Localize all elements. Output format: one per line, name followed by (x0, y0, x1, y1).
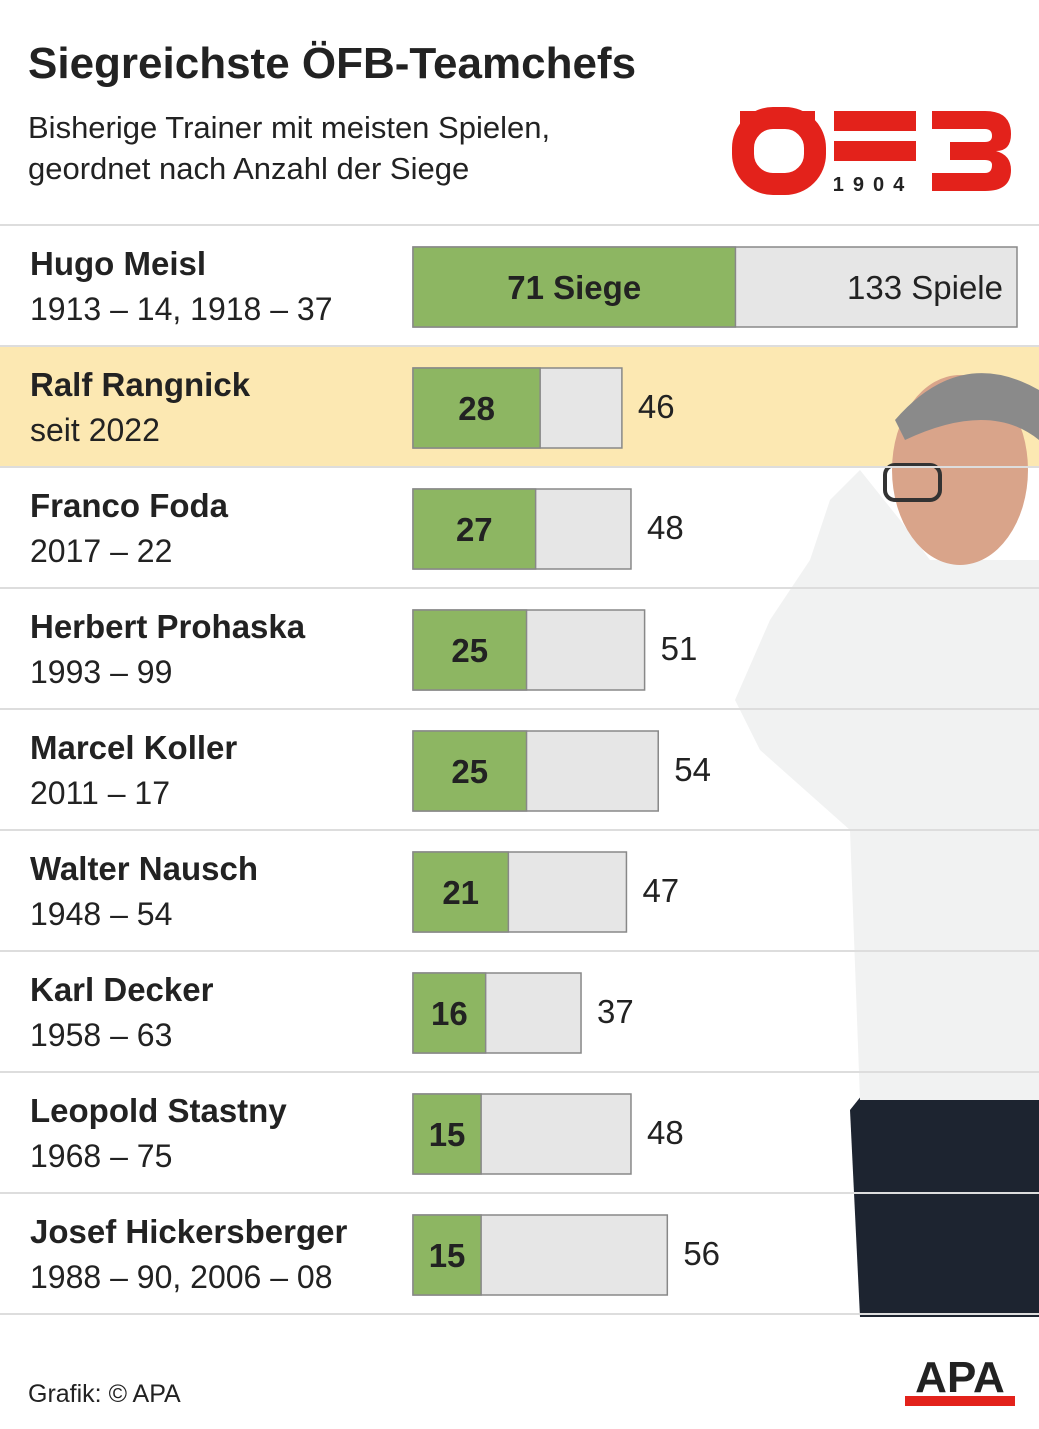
games-label: 47 (642, 872, 679, 909)
wins-label: 25 (451, 632, 488, 669)
oefb-logo: 1904 (732, 107, 1011, 196)
wins-label: 15 (429, 1237, 466, 1274)
chart-subtitle: geordnet nach Anzahl der Siege (28, 151, 469, 186)
photo-glasses (883, 463, 942, 502)
brand-bar (905, 1396, 1015, 1406)
wins-label: 28 (458, 390, 495, 427)
wins-bar (412, 972, 487, 1054)
wins-label: 71 Siege (507, 269, 641, 306)
photo-hair (895, 373, 1039, 440)
wins-bar (412, 246, 737, 328)
games-label: 48 (647, 1114, 684, 1151)
photo (735, 373, 1039, 1317)
category-sublabel: seit 2022 (30, 412, 160, 448)
logo-bar (834, 141, 916, 161)
category-label: Josef Hickersberger (30, 1213, 347, 1250)
games-label: 56 (683, 1235, 720, 1272)
wins-label: 27 (456, 511, 493, 548)
category-label: Hugo Meisl (30, 245, 206, 282)
category-label: Karl Decker (30, 971, 214, 1008)
wins-bar (412, 488, 537, 570)
brand-logo: APA (915, 1353, 1005, 1402)
category-label: Leopold Stastny (30, 1092, 287, 1129)
logo-dot (740, 111, 760, 125)
category-sublabel: 1993 – 99 (30, 654, 172, 690)
wins-bar (412, 851, 510, 933)
footer: Grafik: © APA (28, 1380, 181, 1408)
category-sublabel: 1958 – 63 (30, 1017, 172, 1053)
games-label: 54 (674, 751, 711, 788)
logo-o (732, 107, 826, 195)
wins-label: 16 (431, 995, 468, 1032)
games-label: 37 (597, 993, 634, 1030)
wins-bar (412, 1214, 482, 1296)
wins-label: 15 (429, 1116, 466, 1153)
logo-dot (795, 111, 815, 125)
logo-b (932, 111, 1011, 191)
category-label: Ralf Rangnick (30, 366, 251, 403)
chart-subtitle: Bisherige Trainer mit meisten Spielen, (28, 110, 550, 145)
category-sublabel: 2017 – 22 (30, 533, 172, 569)
category-sublabel: 1968 – 75 (30, 1138, 172, 1174)
games-label: 51 (661, 630, 698, 667)
category-label: Herbert Prohaska (30, 608, 306, 645)
category-sublabel: 1913 – 14, 1918 – 37 (30, 291, 333, 327)
category-sublabel: 1948 – 54 (30, 896, 172, 932)
category-sublabel: 1988 – 90, 2006 – 08 (30, 1259, 333, 1295)
wins-bar (412, 367, 541, 449)
content: Siegreichste ÖFB-Teamchefs Bisherige Tra… (0, 39, 1039, 1408)
wins-bar (412, 609, 528, 691)
category-label: Marcel Koller (30, 729, 237, 766)
wins-bar (412, 730, 528, 812)
category-label: Franco Foda (30, 487, 229, 524)
games-label: 133 Spiele (847, 269, 1003, 306)
photo-pants (850, 1085, 1039, 1317)
games-label: 48 (647, 509, 684, 546)
wins-label: 21 (442, 874, 479, 911)
chart-title: Siegreichste ÖFB-Teamchefs (28, 39, 636, 88)
wins-bar (412, 1093, 482, 1175)
logo-bar (834, 111, 916, 131)
category-sublabel: 2011 – 17 (30, 775, 170, 811)
category-label: Walter Nausch (30, 850, 258, 887)
wins-label: 25 (451, 753, 488, 790)
photo-shirt (735, 470, 1039, 1100)
logo-year: 1904 (833, 174, 914, 196)
games-label: 46 (638, 388, 675, 425)
